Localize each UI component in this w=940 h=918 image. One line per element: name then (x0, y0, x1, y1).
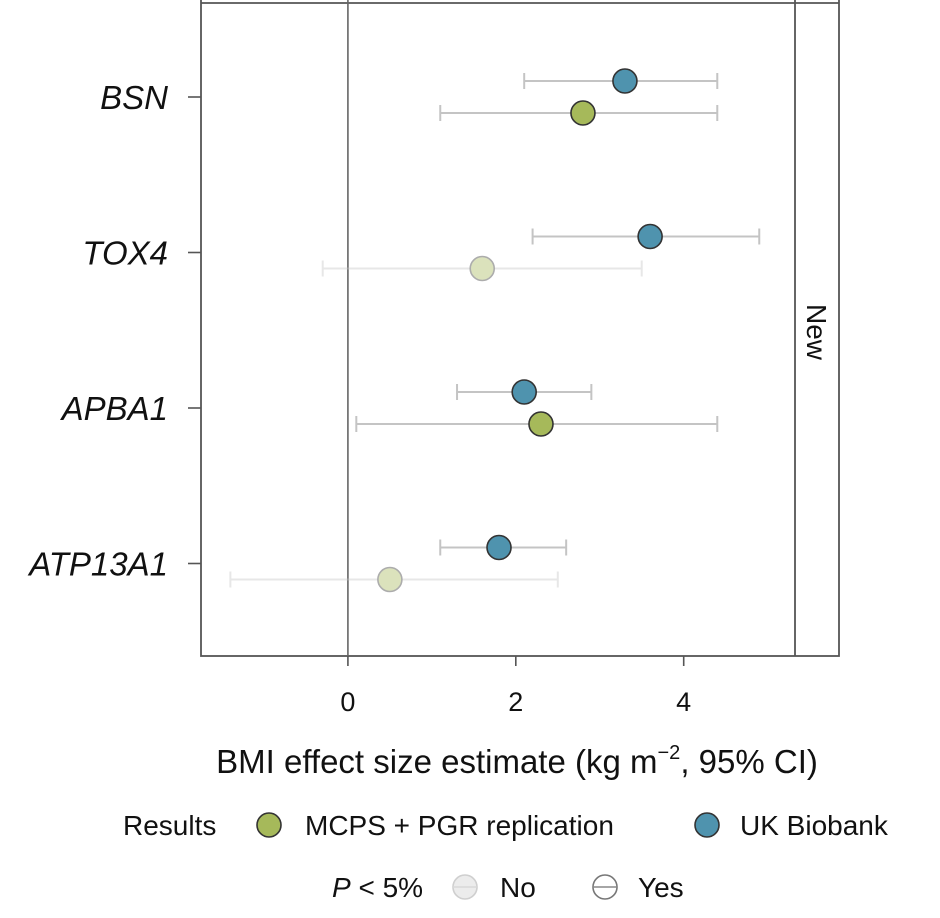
data-point-ukb (486, 534, 512, 561)
data-point-group-mcps (321, 255, 643, 282)
strip-label: New (801, 304, 832, 361)
data-point-ukb (612, 68, 638, 94)
data-point-mcps (469, 255, 496, 282)
data-point-group-ukb (523, 68, 719, 94)
data-point-mcps (377, 566, 403, 593)
data-marks (229, 68, 761, 593)
legend-p-title: P < 5% (332, 872, 423, 903)
x-axis-label-main: BMI effect size estimate (kg m (216, 743, 657, 780)
legend-p-title-rest: < 5% (351, 872, 423, 903)
data-point-mcps (570, 100, 596, 126)
y-tick-label: ATP13A1 (27, 546, 168, 583)
data-point-group-mcps (439, 100, 719, 126)
x-axis-label-tail: , 95% CI) (680, 743, 818, 780)
legend-label-p-yes: Yes (638, 872, 684, 903)
legend-title: Results (123, 810, 216, 841)
x-tick-label: 2 (508, 687, 523, 717)
x-axis-label: BMI effect size estimate (kg m−2, 95% CI… (216, 742, 818, 780)
legend-label-mcps: MCPS + PGR replication (305, 810, 614, 841)
panel-border (200, 0, 840, 657)
data-point-mcps (528, 411, 554, 437)
data-point-ukb (511, 379, 537, 405)
y-tick-label: APBA1 (60, 390, 168, 427)
y-tick-label: TOX4 (82, 235, 168, 272)
legend-swatch-ukb (694, 812, 720, 838)
legend-label-p-no: No (500, 872, 536, 903)
legend-p-title-symbol: P (332, 872, 351, 903)
plot-panel (200, 0, 840, 657)
legend-label-ukb: UK Biobank (740, 810, 889, 841)
data-point-group-mcps (355, 411, 719, 437)
data-point-group-ukb (439, 534, 568, 561)
data-point-group-ukb (531, 223, 761, 250)
x-tick-label: 4 (676, 687, 691, 717)
data-point-group-ukb (456, 379, 593, 405)
axes: 0 2 4 BSN TOX4 APBA1 ATP13A1 (27, 79, 691, 717)
data-point-group-mcps (229, 566, 559, 593)
legend: Results MCPS + PGR replication UK Bioban… (123, 810, 889, 903)
y-tick-label: BSN (100, 79, 168, 116)
legend-swatch-mcps (256, 812, 282, 838)
data-point-ukb (637, 223, 663, 250)
x-axis-label-superscript: −2 (658, 742, 681, 764)
x-tick-label: 0 (340, 687, 355, 717)
